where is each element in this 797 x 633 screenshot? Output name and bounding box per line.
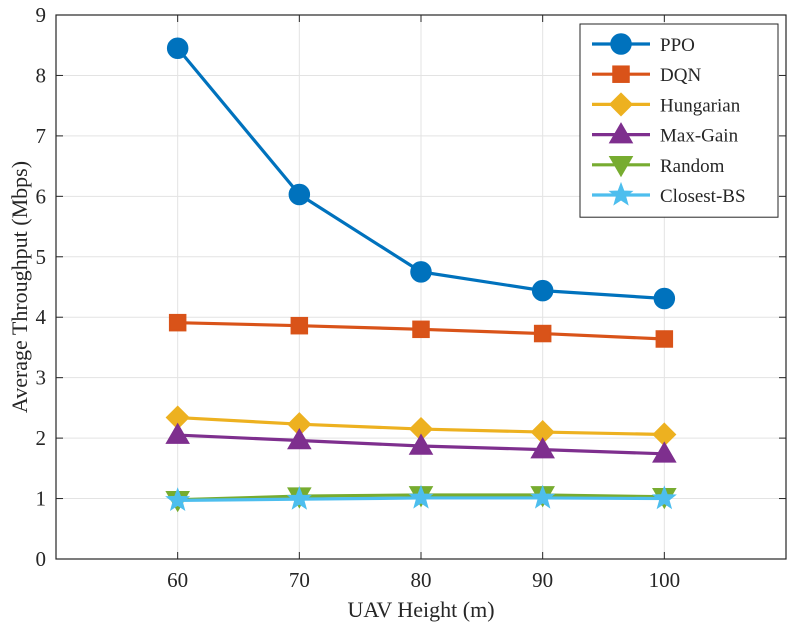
legend-entry: Closest-BS <box>592 181 746 207</box>
x-tick-label: 70 <box>289 568 310 592</box>
data-point-marker <box>288 183 311 206</box>
data-point-marker <box>166 37 189 59</box>
y-axis-label: Average Throughput (Mbps) <box>7 161 32 413</box>
legend-marker <box>610 33 632 55</box>
series-max-gain <box>165 422 677 463</box>
x-tick-label: 80 <box>411 568 432 592</box>
data-point-marker <box>168 313 187 332</box>
data-point-marker <box>530 437 555 459</box>
legend-entry: PPO <box>592 33 695 56</box>
series-layer <box>165 37 677 513</box>
data-point-marker <box>290 316 309 335</box>
series-closest-bs <box>165 484 677 512</box>
data-point-marker <box>533 324 552 343</box>
data-point-marker <box>408 433 434 455</box>
y-tick-label: 7 <box>36 124 47 148</box>
data-point-marker <box>653 287 676 310</box>
data-point-marker <box>286 486 312 510</box>
legend-entry: Random <box>592 156 725 178</box>
y-tick-label: 2 <box>36 426 47 450</box>
legend-label: Hungarian <box>660 95 741 116</box>
legend-marker <box>608 156 634 178</box>
data-point-marker <box>165 487 191 512</box>
x-tick-label: 60 <box>167 568 188 592</box>
legend-marker <box>608 181 634 206</box>
legend-label: Closest-BS <box>660 186 746 207</box>
legend-marker <box>608 92 634 117</box>
series-dqn <box>168 313 674 348</box>
data-point-marker <box>652 441 677 463</box>
legend-label: PPO <box>660 35 695 56</box>
legend: PPO DQN Hungarian Max-Gain Random Closest-BS <box>579 23 779 218</box>
data-point-marker <box>531 279 554 302</box>
legend-label: DQN <box>660 65 701 86</box>
data-point-marker <box>287 428 312 450</box>
legend-label: Random <box>660 156 725 177</box>
legend-box <box>579 23 779 218</box>
data-point-marker <box>530 484 556 509</box>
series-hungarian <box>165 405 677 447</box>
data-point-marker <box>408 484 434 509</box>
y-tick-label: 8 <box>36 63 47 87</box>
legend-entry: Max-Gain <box>592 122 739 147</box>
ticks: 0 1 2 3 4 5 6 7 8 9 60 70 80 90 100 <box>36 3 786 592</box>
data-point-marker <box>410 261 432 283</box>
y-tick-label: 9 <box>36 3 47 27</box>
data-point-marker <box>412 320 430 339</box>
data-point-marker <box>165 422 190 444</box>
x-axis-label: UAV Height (m) <box>347 597 494 622</box>
y-tick-label: 3 <box>36 366 47 390</box>
data-point-marker <box>655 330 674 348</box>
legend-marker <box>612 65 630 83</box>
x-tick-label: 90 <box>532 568 553 592</box>
legend-label: Max-Gain <box>660 126 739 147</box>
y-tick-label: 6 <box>36 184 47 208</box>
series-ppo <box>166 37 676 310</box>
y-tick-label: 1 <box>36 487 47 511</box>
legend-marker <box>608 122 634 144</box>
y-tick-label: 4 <box>36 305 47 329</box>
y-tick-label: 0 <box>36 547 47 571</box>
legend-entry: DQN <box>592 65 701 86</box>
legend-entry: Hungarian <box>592 92 741 117</box>
data-point-marker <box>651 485 677 510</box>
x-tick-label: 100 <box>649 568 681 592</box>
y-tick-label: 5 <box>36 245 47 269</box>
